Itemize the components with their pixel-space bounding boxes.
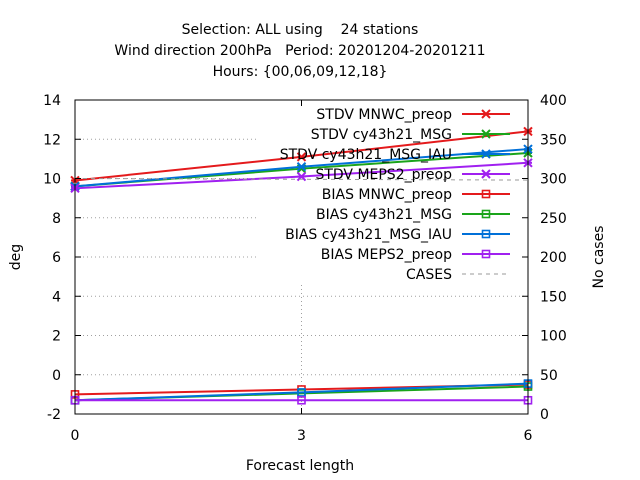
chart-title-line: Hours: {00,06,09,12,18} <box>213 64 388 80</box>
x-tick-label: 3 <box>297 428 306 444</box>
legend-label: STDV MNWC_preop <box>316 107 452 123</box>
y-axis-label: deg <box>8 244 24 270</box>
y-tick-label: 10 <box>43 172 61 188</box>
legend-label: BIAS cy43h21_MSG_IAU <box>285 227 452 243</box>
legend-marker <box>481 249 491 259</box>
y-tick-label: -2 <box>47 407 61 423</box>
legend-label: CASES <box>406 267 452 283</box>
legend-label: BIAS MEPS2_preop <box>321 247 452 263</box>
legend-marker <box>481 169 491 179</box>
series-layer <box>70 126 533 405</box>
legend-label: STDV cy43h21_MSG <box>311 127 452 143</box>
y2-tick-label: 400 <box>540 93 567 109</box>
series-line <box>74 178 529 181</box>
legend-marker <box>481 209 491 219</box>
y2-tick-label: 0 <box>540 407 549 423</box>
y-tick-label: 2 <box>52 329 61 345</box>
data-point <box>296 171 307 182</box>
data-point <box>297 395 306 405</box>
legend-marker <box>481 109 491 119</box>
legend-marker <box>481 149 491 159</box>
chart-title-line: Selection: ALL using 24 stations <box>182 22 419 38</box>
y-tick-label: 12 <box>43 132 61 148</box>
y-tick-label: 14 <box>43 93 61 109</box>
chart-title-line: Wind direction 200hPa Period: 20201204-2… <box>114 43 485 59</box>
y-tick-label: 8 <box>52 211 61 227</box>
legend-marker <box>481 229 491 239</box>
legend-marker <box>481 189 491 199</box>
y-tick-label: 4 <box>52 289 61 305</box>
legend-label: BIAS cy43h21_MSG <box>316 207 452 223</box>
data-point <box>296 152 307 162</box>
y2-tick-label: 150 <box>540 289 567 305</box>
legend-marker <box>481 129 491 139</box>
legend-label: STDV MEPS2_preop <box>315 167 452 183</box>
y2-tick-label: 250 <box>540 211 567 227</box>
x-tick-label: 6 <box>524 428 533 444</box>
y2-tick-label: 100 <box>540 329 567 345</box>
legend-label: BIAS MNWC_preop <box>322 187 452 203</box>
y-tick-label: 0 <box>52 368 61 384</box>
y2-axis-label: No cases <box>591 226 607 289</box>
y2-tick-label: 300 <box>540 172 567 188</box>
legend-label: STDV cy43h21_MSG_IAU <box>280 147 452 163</box>
series-line <box>74 382 529 402</box>
data-point <box>297 388 306 397</box>
axis-ticks: -2 0 2 4 6 8 10 12 14 0 50 100 150 200 250 300 350 400 0 3 6 <box>43 93 567 444</box>
chart-title: Selection: ALL using 24 stations Wind dir… <box>114 22 485 80</box>
y-tick-label: 6 <box>52 250 61 266</box>
y2-tick-label: 200 <box>540 250 567 266</box>
y2-tick-label: 350 <box>540 132 567 148</box>
x-axis-label: Forecast length <box>246 458 354 474</box>
legend: STDV MNWC_preop STDV cy43h21_MSG STDV cy43… <box>280 107 510 283</box>
x-tick-label: 0 <box>71 428 80 444</box>
data-point <box>296 162 307 172</box>
y2-tick-label: 50 <box>540 368 558 384</box>
